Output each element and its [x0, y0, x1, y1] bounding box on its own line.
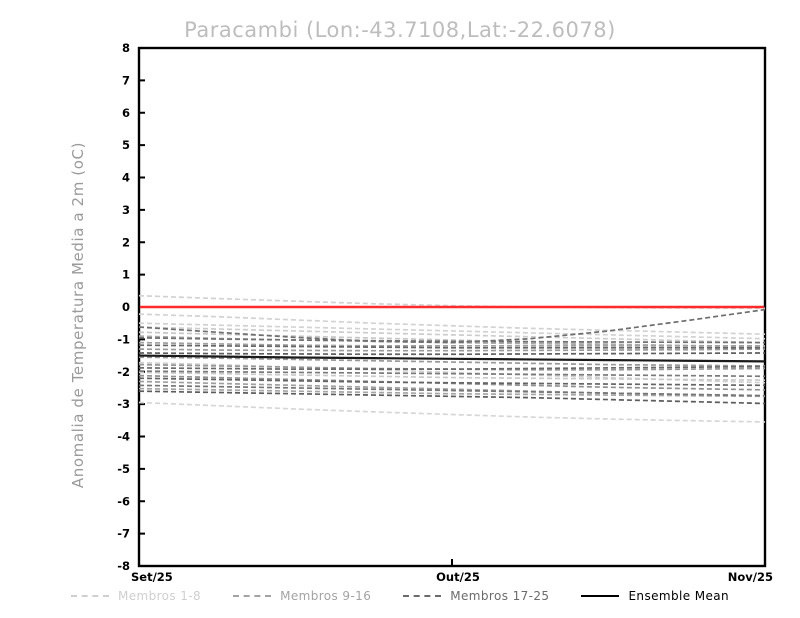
legend-line-sample	[70, 595, 109, 597]
y-tick-label: -8	[117, 559, 130, 573]
legend-label: Membros 9-16	[280, 589, 372, 603]
legend-line-sample	[403, 595, 442, 597]
y-tick-label: 4	[122, 171, 130, 185]
member-line	[138, 401, 766, 423]
legend-item: Membros 1-8	[70, 589, 202, 603]
member-line	[138, 377, 766, 387]
y-tick-label: -3	[117, 397, 130, 411]
legend-item: Membros 9-16	[233, 589, 371, 603]
member-line	[138, 365, 766, 371]
chart-title: Paracambi (Lon:-43.7108,Lat:-22.6078)	[184, 18, 616, 42]
member-line	[138, 322, 766, 340]
y-tick-label: 6	[122, 106, 130, 120]
member-line	[138, 308, 766, 344]
chart-legend: Membros 1-8 Membros 9-16 Membros 17-25 Ense…	[0, 586, 800, 606]
legend-item: Membros 17-25	[403, 589, 549, 603]
ensemble-mean-line	[138, 354, 766, 363]
y-tick-label: 2	[122, 235, 130, 249]
legend-label: Membros 1-8	[117, 589, 202, 603]
member-line	[138, 384, 766, 397]
legend-item: Ensemble Mean	[581, 589, 729, 603]
x-tick-label: Out/25	[436, 570, 480, 584]
legend-label: Membros 17-25	[450, 589, 550, 603]
member-line	[138, 326, 766, 344]
legend-line-sample	[581, 595, 620, 597]
y-tick-label: -4	[117, 430, 130, 444]
member-line	[138, 344, 765, 349]
y-tick-label: -7	[117, 527, 130, 541]
y-tick-label: 0	[122, 300, 130, 314]
y-tick-label: 8	[122, 41, 130, 55]
y-tick-label: 7	[122, 73, 130, 87]
x-tick-label: Nov/25	[728, 570, 773, 584]
member-line	[138, 356, 766, 367]
member-line	[138, 336, 766, 344]
y-tick-label: 1	[122, 268, 130, 282]
legend-line-sample	[233, 595, 272, 597]
member-line	[138, 348, 766, 352]
y-tick-label: -1	[117, 332, 130, 346]
y-tick-label: -5	[117, 462, 130, 476]
y-tick-label: 5	[122, 138, 130, 152]
member-line	[138, 371, 766, 382]
y-tick-label: -2	[117, 365, 130, 379]
member-line	[138, 313, 766, 336]
legend-label: Ensemble Mean	[628, 589, 730, 603]
member-line	[138, 370, 766, 378]
member-line	[138, 341, 765, 347]
y-tick-label: -6	[117, 494, 130, 508]
member-line	[138, 352, 766, 356]
y-tick-label: 3	[122, 203, 130, 217]
member-line	[138, 390, 766, 405]
x-tick-label: Set/25	[131, 570, 173, 584]
member-line	[138, 387, 766, 398]
